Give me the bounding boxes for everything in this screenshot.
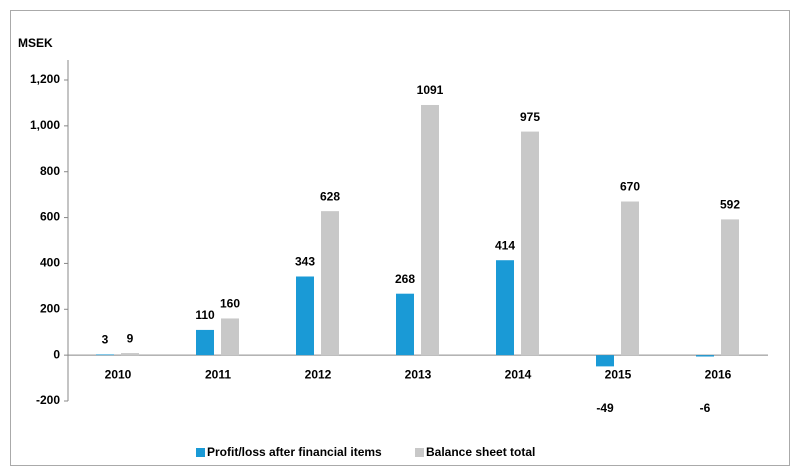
bar xyxy=(521,131,539,356)
y-tick-label: -200 xyxy=(36,393,60,407)
y-tick-label: 0 xyxy=(53,347,60,361)
y-tick-label: 600 xyxy=(40,210,60,224)
y-tick-label: 200 xyxy=(40,301,60,315)
data-label: 414 xyxy=(495,238,515,252)
data-label: 9 xyxy=(127,331,134,345)
data-label: 268 xyxy=(395,272,415,286)
y-tick-label: 1,000 xyxy=(30,118,60,132)
x-tick-label: 2013 xyxy=(405,367,432,381)
bar xyxy=(321,211,339,356)
bar xyxy=(721,219,739,356)
data-label: 628 xyxy=(320,189,340,203)
y-axis-label: MSEK xyxy=(18,36,53,50)
x-tick-label: 2011 xyxy=(205,367,231,381)
data-label: -6 xyxy=(700,401,711,415)
legend-label: Profit/loss after financial items xyxy=(207,445,382,459)
x-tick-label: 2010 xyxy=(105,367,132,381)
bar xyxy=(621,201,639,356)
bar xyxy=(396,293,414,356)
y-tick-label: 800 xyxy=(40,164,60,178)
legend-swatch xyxy=(415,448,424,457)
bar xyxy=(121,353,139,356)
x-tick-label: 2016 xyxy=(705,367,732,381)
data-label: -49 xyxy=(596,401,614,415)
bar xyxy=(196,329,214,356)
x-tick-label: 2015 xyxy=(605,367,632,381)
x-tick-label: 2014 xyxy=(505,367,532,381)
bar xyxy=(96,354,114,356)
bar xyxy=(296,276,314,356)
data-label: 110 xyxy=(195,308,215,322)
bar xyxy=(596,355,614,367)
data-label: 592 xyxy=(720,198,740,212)
y-tick-label: 1,200 xyxy=(30,72,60,86)
data-label: 1091 xyxy=(417,83,444,97)
x-tick-label: 2012 xyxy=(305,367,332,381)
bar xyxy=(421,104,439,356)
data-label: 3 xyxy=(102,333,109,347)
data-label: 670 xyxy=(620,180,640,194)
legend-swatch xyxy=(196,448,205,457)
legend-label: Balance sheet total xyxy=(426,445,535,459)
bar xyxy=(221,318,239,356)
data-label: 975 xyxy=(520,110,540,124)
chart-frame xyxy=(10,10,790,466)
bar xyxy=(496,260,514,356)
data-label: 343 xyxy=(295,255,315,269)
bar xyxy=(696,355,714,357)
data-label: 160 xyxy=(220,297,240,311)
y-tick-label: 400 xyxy=(40,256,60,270)
